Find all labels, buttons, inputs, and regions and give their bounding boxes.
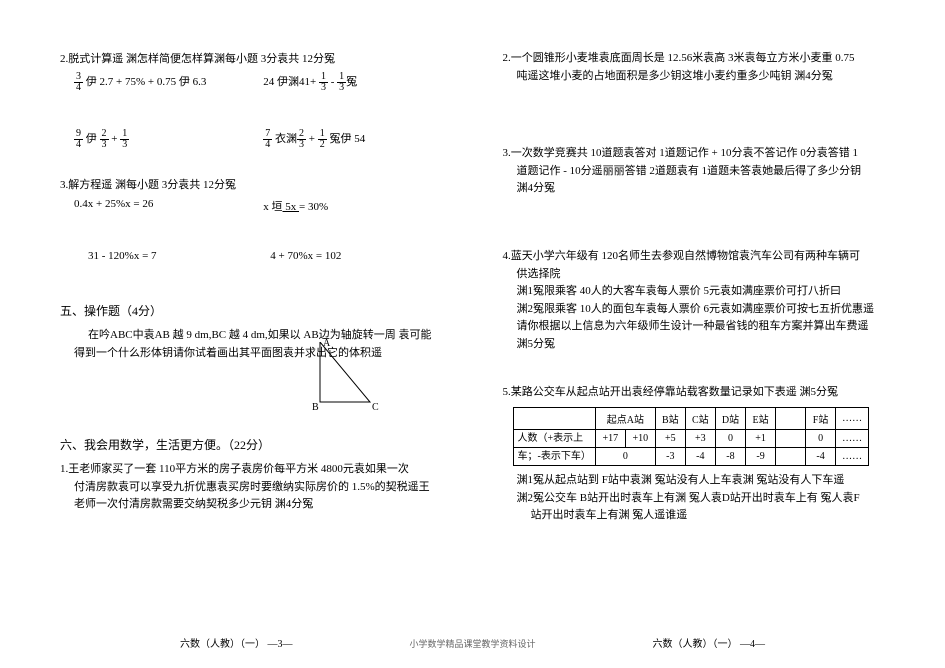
h8: …… bbox=[836, 408, 869, 430]
triangle-svg bbox=[260, 342, 400, 412]
r1-label: 人数（+表示上 bbox=[513, 430, 595, 448]
rq2-l2: 吨遥这堆小麦的占地面积是多少钥这堆小麦约重多少吨钥 渊4分冤 bbox=[503, 68, 906, 86]
footer-left: 六数（人教）（一） —3— bbox=[0, 635, 473, 650]
rq4-l2: 供选择院 bbox=[503, 266, 906, 284]
rq4-l1: 4.蓝天小学六年级有 120名师生去参观自然博物馆袁汽车公司有两种车辆可 bbox=[503, 248, 906, 266]
frac-1-2: 12 bbox=[318, 129, 327, 150]
frac-2-3a: 23 bbox=[100, 129, 109, 150]
r1c8: …… bbox=[836, 430, 869, 448]
r1c5: +1 bbox=[746, 430, 776, 448]
frac-3-4: 34 bbox=[74, 72, 83, 93]
rq4-l6: 渊5分冤 bbox=[503, 336, 906, 354]
q3-eq3: 31 - 120%x = 7 bbox=[74, 250, 270, 262]
frac-1-3b: 13 bbox=[337, 72, 346, 93]
rq4-l4: 渊2冤限乘客 10人的面包车袁每人票价 6元袁如满座票价可按七五折优惠遥 bbox=[503, 301, 906, 319]
q3-title: 3.解方程遥 渊每小题 3分袁共 12分冤 bbox=[60, 176, 453, 192]
q3-eq2: x 垣 5x = 30% bbox=[263, 198, 452, 214]
r1c2: +5 bbox=[655, 430, 685, 448]
triangle-figure: A B C bbox=[260, 342, 400, 422]
r1c4: 0 bbox=[715, 430, 745, 448]
bus-table: 起点A站 B站 C站 D站 E站 F站 …… 人数（+表示上 +17 +10 +… bbox=[513, 407, 870, 466]
r1c0: +17 bbox=[595, 430, 625, 448]
r2c6: -4 bbox=[806, 448, 836, 466]
footer-right: 六数（人教）（一） —4— bbox=[473, 635, 945, 650]
frac-1-3a: 13 bbox=[319, 72, 328, 93]
q5-after1: 渊1冤从起点站到 F站中袁渊 冤站没有人上车袁渊 冤站没有人下车遥 bbox=[503, 472, 906, 490]
frac-1-3c: 13 bbox=[120, 129, 129, 150]
r2c2: -4 bbox=[685, 448, 715, 466]
rq4-l5: 请你根据以上信息为六年级师生设计一种最省钱的租车方案并算出车费遥 bbox=[503, 318, 906, 336]
r1c3: +3 bbox=[685, 430, 715, 448]
rq4-l3: 渊1冤限乘客 40人的大客车袁每人票价 5元袁如满座票价可打八折曰 bbox=[503, 283, 906, 301]
h1: 起点A站 bbox=[595, 408, 655, 430]
right-page: 2.一个圆锥形小麦堆袁底面周长是 12.56米袁高 3米袁每立方米小麦重 0.7… bbox=[473, 0, 945, 668]
bus-row1: 人数（+表示上 +17 +10 +5 +3 0 +1 0 …… bbox=[513, 430, 869, 448]
label-A: A bbox=[323, 338, 330, 349]
h3: C站 bbox=[685, 408, 715, 430]
s5-title: 五、操作题（4分） bbox=[60, 302, 453, 319]
q3-eq1: 0.4x + 25%x = 26 bbox=[74, 198, 263, 214]
s6-title: 六、我会用数学，生活更方便。（22分） bbox=[60, 436, 453, 453]
q5-after2: 渊2冤公交车 B站开出时袁车上有渊 冤人袁D站开出时袁车上有 冤人袁F bbox=[503, 490, 906, 508]
s6-q1l2: 付清房款袁可以享受九折优惠袁买房时要缴纳实际房价的 1.5%的契税遥王 bbox=[60, 479, 453, 497]
rq3-l1: 3.一次数学竞赛共 10道题袁答对 1道题记作 + 10分袁不答记作 0分袁答错… bbox=[503, 145, 906, 163]
r1c6 bbox=[776, 430, 806, 448]
q2-r2c2: 74 衣渊23 + 12 冤伊 54 bbox=[263, 129, 452, 150]
q5-after3: 站开出时袁车上有渊 冤人遥谁遥 bbox=[503, 507, 906, 525]
r2-label: 车；-表示下车） bbox=[513, 448, 595, 466]
label-C: C bbox=[372, 402, 379, 413]
bus-header-row: 起点A站 B站 C站 D站 E站 F站 …… bbox=[513, 408, 869, 430]
q2-title: 2.脱式计算遥 渊怎样简便怎样算渊每小题 3分袁共 12分冤 bbox=[60, 50, 453, 66]
r1c1: +10 bbox=[625, 430, 655, 448]
h4: D站 bbox=[715, 408, 745, 430]
s6-q1l3: 老师一次付清房款需要交纳契税多少元钥 渊4分冤 bbox=[60, 496, 453, 514]
q3-row1: 0.4x + 25%x = 26 x 垣 5x = 30% bbox=[60, 198, 453, 214]
h7: F站 bbox=[806, 408, 836, 430]
label-B: B bbox=[312, 402, 319, 413]
r1c7: 0 bbox=[806, 430, 836, 448]
rq3-l2: 道题记作 - 10分遥丽丽答错 2道题袁有 1道题未答袁她最后得了多少分钥 bbox=[503, 163, 906, 181]
q2-r1c1: 34 伊 2.7 + 75% + 0.75 伊 6.3 bbox=[74, 72, 263, 93]
rq5-title: 5.某路公交车从起点站开出袁经停靠站载客数量记录如下表遥 渊5分冤 bbox=[503, 384, 906, 402]
h2: B站 bbox=[655, 408, 685, 430]
bus-row2: 车；-表示下车） 0 -3 -4 -8 -9 -4 …… bbox=[513, 448, 869, 466]
h6 bbox=[776, 408, 806, 430]
s6-q1l1: 1.王老师家买了一套 110平方米的房子袁房价每平方米 4800元袁如果一次 bbox=[60, 461, 453, 479]
q2-row2: 94 伊 23 + 13 74 衣渊23 + 12 冤伊 54 bbox=[60, 129, 453, 150]
r2c1: -3 bbox=[655, 448, 685, 466]
h5: E站 bbox=[746, 408, 776, 430]
frac-9-4: 94 bbox=[74, 129, 83, 150]
q2-r2c1: 94 伊 23 + 13 bbox=[74, 129, 263, 150]
triangle-shape bbox=[320, 342, 370, 402]
q2-r1c2: 24 伊渊41+ 13 - 13冤 bbox=[263, 72, 452, 93]
frac-7-4: 74 bbox=[263, 129, 272, 150]
r2c7: …… bbox=[836, 448, 869, 466]
q3-row2: 31 - 120%x = 7 4 + 70%x = 102 bbox=[60, 250, 453, 262]
r2c4: -9 bbox=[746, 448, 776, 466]
footer-mid: 小学数学精品课堂教学资料设计 bbox=[409, 637, 535, 650]
r2c0: 0 bbox=[595, 448, 655, 466]
rq2-l1: 2.一个圆锥形小麦堆袁底面周长是 12.56米袁高 3米袁每立方米小麦重 0.7… bbox=[503, 50, 906, 68]
h0 bbox=[513, 408, 595, 430]
q3-eq4: 4 + 70%x = 102 bbox=[270, 250, 452, 262]
left-page: 2.脱式计算遥 渊怎样简便怎样算渊每小题 3分袁共 12分冤 34 伊 2.7 … bbox=[0, 0, 473, 668]
q2-row1: 34 伊 2.7 + 75% + 0.75 伊 6.3 24 伊渊41+ 13 … bbox=[60, 72, 453, 93]
rq3-l3: 渊4分冤 bbox=[503, 180, 906, 198]
frac-2-3b: 23 bbox=[297, 129, 306, 150]
r2c5 bbox=[776, 448, 806, 466]
r2c3: -8 bbox=[715, 448, 745, 466]
